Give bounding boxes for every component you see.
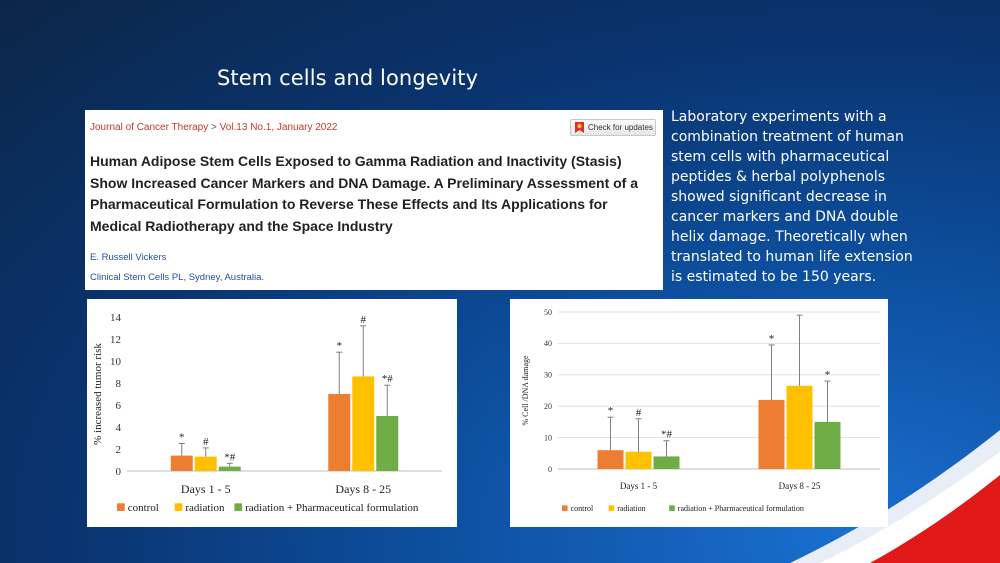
y-tick-label: 0 [116,466,122,478]
bar [786,385,813,469]
summary-text: Laboratory experiments with a combinatio… [671,109,913,285]
significance-mark: * [179,432,185,444]
y-tick-label: 2 [116,444,122,456]
y-tick-label: 8 [116,378,122,390]
bar [758,399,785,469]
legend-swatch [174,503,183,511]
tumor-risk-chart-panel: 0 2 4 6 8 10 12 14% increased tumor risk * # *# Day… [87,299,457,527]
legend-label: radiation [617,504,645,513]
x-category-label: Days 1 - 5 [620,481,658,491]
paper-author[interactable]: E. Russell Vickers [90,252,167,263]
slide-title: Stem cells and longevity [217,66,479,90]
legend-label: radiation + Pharmaceutical formulation [678,504,804,513]
y-tick-label: 14 [110,312,122,324]
legend-swatch [562,505,568,511]
legend-label: control [571,504,594,513]
significance-mark: *# [661,429,673,441]
bar [625,451,652,469]
paper-title[interactable]: Human Adipose Stem Cells Exposed to Gamm… [90,153,639,234]
legend-swatch [608,505,615,511]
breadcrumb-separator: > [211,122,217,133]
legend-label: radiation + Pharmaceutical formulation [245,502,419,514]
significance-mark: * [769,333,775,345]
legend-label: radiation [185,502,225,514]
paper-affiliation[interactable]: Clinical Stem Cells PL, Sydney, Australi… [90,272,265,283]
significance-mark: # [636,407,642,419]
significance-mark: # [361,314,367,326]
significance-mark: * [608,405,614,417]
legend-swatch [669,505,675,511]
bar [194,456,217,471]
significance-mark: * [825,369,831,381]
paper-header-screenshot: Journal of Cancer Therapy > Vol.13 No.1,… [85,110,663,290]
journal-volume[interactable]: Vol.13 No.1, January 2022 [219,122,338,133]
y-tick-label: 30 [544,371,552,380]
y-tick-label: 40 [544,339,552,348]
y-tick-label: 10 [544,433,552,442]
y-tick-label: 20 [544,402,552,411]
significance-mark: *# [382,373,394,385]
y-tick-label: 0 [548,465,552,474]
bar [328,394,351,471]
significance-mark: * [337,340,343,352]
legend-swatch [234,503,243,511]
journal-name[interactable]: Journal of Cancer Therapy [90,122,209,133]
significance-mark: *# [224,451,236,463]
legend-swatch [117,503,125,511]
y-tick-label: 6 [116,400,122,412]
bar [352,376,375,471]
x-category-label: Days 1 - 5 [181,482,231,496]
y-tick-label: 50 [544,308,552,317]
check-for-updates-button[interactable]: Check for updates [570,119,656,136]
y-tick-label: 10 [110,356,122,368]
dna-damage-chart-panel: 0 10 20 30 40 50% Cell /DNA damage * # *# Days 1 … [510,299,888,527]
y-tick-label: 12 [110,334,121,346]
legend-label: control [128,502,159,514]
bar [597,450,624,469]
y-axis-label: % Cell /DNA damage [521,355,530,425]
y-axis-label: % increased tumor risk [92,343,104,445]
y-tick-label: 4 [116,422,122,434]
bar [653,456,680,469]
bar [814,421,841,469]
significance-mark: # [203,436,209,448]
bar [170,455,193,471]
check-for-updates-label: Check for updates [588,123,653,132]
crossmark-icon [575,122,584,133]
bar [376,416,399,471]
x-category-label: Days 8 - 25 [335,482,391,496]
journal-citation: Journal of Cancer Therapy > Vol.13 No.1,… [90,122,338,133]
x-category-label: Days 8 - 25 [779,481,821,491]
bar [218,466,241,471]
